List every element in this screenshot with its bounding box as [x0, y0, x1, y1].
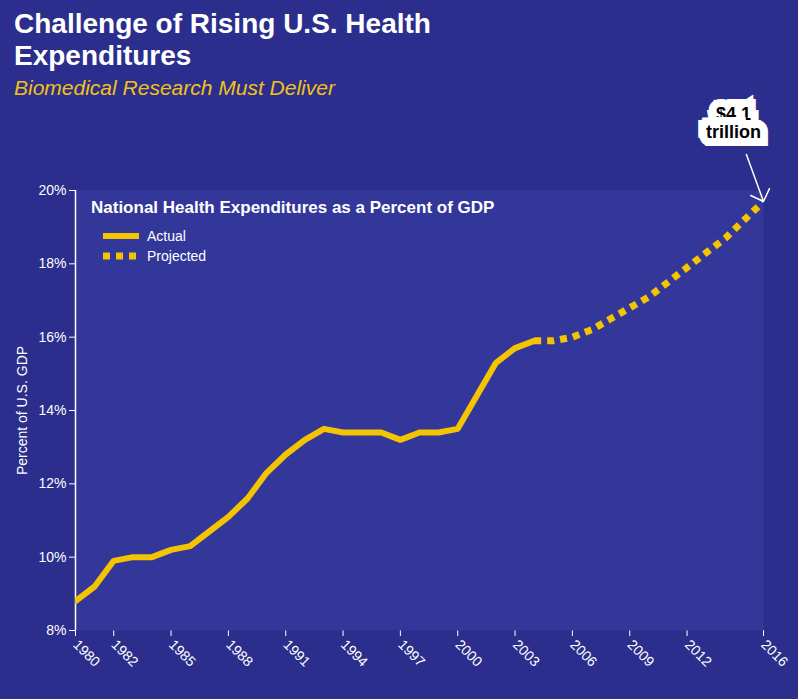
svg-text:1982: 1982 — [108, 636, 141, 669]
svg-text:1988: 1988 — [223, 636, 256, 669]
html-text:National Health Expenditures a: National Health Expenditures as a Percen… — [91, 198, 495, 217]
html-text:Projected: Projected — [147, 248, 207, 264]
svg-text:Percent of U.S. GDP: Percent of U.S. GDP — [14, 346, 30, 475]
svg-text:2016: 2016 — [758, 636, 791, 669]
svg-text:1994: 1994 — [338, 636, 371, 669]
html-text:Biomedical Research Must Deliv: Biomedical Research Must Deliver — [14, 76, 335, 99]
svg-text:1997: 1997 — [395, 636, 428, 669]
html-text:Actual: Actual — [147, 228, 186, 244]
html-text:Challenge of Rising U.S. Healt: Challenge of Rising U.S. Health Expendit… — [14, 8, 431, 71]
svg-text:2006: 2006 — [567, 636, 600, 669]
svg-text:12%: 12% — [38, 475, 66, 491]
svg-text:10%: 10% — [38, 549, 66, 565]
svg-text:1980: 1980 — [70, 636, 103, 669]
svg-text:20%: 20% — [38, 182, 66, 198]
svg-text:$4.1trillion: $4.1trillion — [706, 104, 761, 142]
svg-text:1985: 1985 — [166, 636, 199, 669]
svg-text:2009: 2009 — [624, 636, 657, 669]
svg-text:2003: 2003 — [510, 636, 543, 669]
svg-text:2000: 2000 — [452, 636, 485, 669]
svg-text:2012: 2012 — [682, 636, 715, 669]
svg-text:8%: 8% — [46, 622, 66, 638]
svg-text:1991: 1991 — [280, 636, 313, 669]
svg-text:14%: 14% — [38, 402, 66, 418]
svg-text:16%: 16% — [38, 329, 66, 345]
svg-text:18%: 18% — [38, 255, 66, 271]
